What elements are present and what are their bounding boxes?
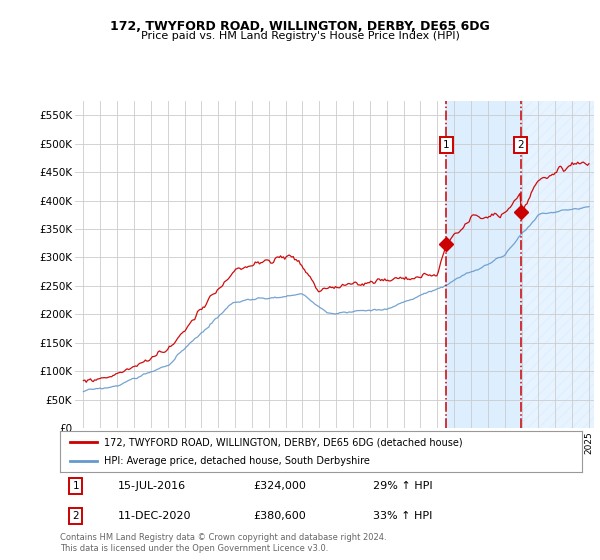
Text: 2: 2: [73, 511, 79, 521]
Text: £324,000: £324,000: [253, 481, 306, 491]
Text: 11-DEC-2020: 11-DEC-2020: [118, 511, 191, 521]
Text: 172, TWYFORD ROAD, WILLINGTON, DERBY, DE65 6DG: 172, TWYFORD ROAD, WILLINGTON, DERBY, DE…: [110, 20, 490, 32]
Text: Contains HM Land Registry data © Crown copyright and database right 2024.
This d: Contains HM Land Registry data © Crown c…: [60, 533, 386, 553]
Text: £380,600: £380,600: [253, 511, 306, 521]
Text: 29% ↑ HPI: 29% ↑ HPI: [373, 481, 433, 491]
Text: Price paid vs. HM Land Registry's House Price Index (HPI): Price paid vs. HM Land Registry's House …: [140, 31, 460, 41]
Text: 1: 1: [443, 140, 450, 150]
Text: HPI: Average price, detached house, South Derbyshire: HPI: Average price, detached house, Sout…: [104, 456, 370, 466]
Text: 1: 1: [73, 481, 79, 491]
Text: 15-JUL-2016: 15-JUL-2016: [118, 481, 185, 491]
Bar: [521, 101, 594, 428]
Text: 172, TWYFORD ROAD, WILLINGTON, DERBY, DE65 6DG (detached house): 172, TWYFORD ROAD, WILLINGTON, DERBY, DE…: [104, 437, 463, 447]
Text: 2: 2: [517, 140, 524, 150]
Bar: [446, 101, 521, 428]
Text: 33% ↑ HPI: 33% ↑ HPI: [373, 511, 433, 521]
